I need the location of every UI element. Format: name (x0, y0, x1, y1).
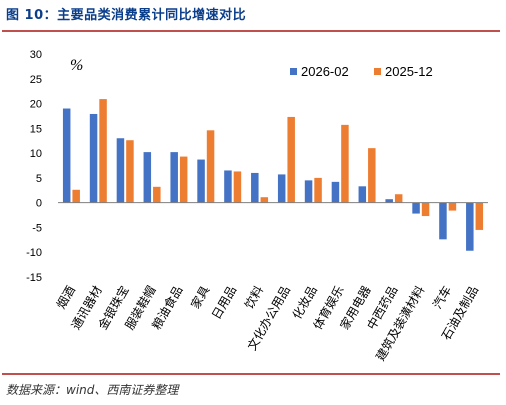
bar-2026-02-化妆品 (304, 180, 313, 203)
bar-2026-02-中西药品 (385, 199, 393, 203)
bar-2025-12-中西药品 (394, 194, 403, 203)
footer-rule (2, 373, 500, 375)
y-tick-label: 30 (30, 49, 42, 61)
bar-2026-02-服装鞋帽 (143, 152, 152, 203)
legend-swatch (374, 68, 381, 75)
bar-2025-12-体育娱乐 (341, 124, 349, 203)
chart-title: 图 10：主要品类消费累计同比增速对比 (6, 8, 247, 23)
bar-2025-12-文化办公用品 (287, 116, 295, 203)
bar-2025-12-金银珠宝 (126, 140, 134, 203)
x-tick-label: 饮料 (242, 284, 266, 312)
bar-2025-12-家具 (206, 130, 215, 203)
bar-2026-02-文化办公用品 (277, 174, 286, 203)
bar-2025-12-粮油食品 (179, 156, 188, 203)
bar-2025-12-建筑及装潢材料 (421, 202, 430, 217)
legend: 2026-02 2025-12 (290, 64, 433, 79)
y-tick-label: 10 (30, 148, 42, 160)
y-tick-label: -15 (26, 272, 42, 284)
y-tick-label: 5 (36, 173, 42, 185)
x-tick-label: 汽车 (429, 283, 454, 311)
y-tick-label: 25 (30, 74, 42, 86)
bar-2026-02-石油及制品 (466, 202, 474, 251)
y-tick-label: 20 (30, 99, 42, 111)
bar-2026-02-金银珠宝 (116, 138, 125, 203)
bar-2025-12-汽车 (448, 202, 457, 211)
bar-2026-02-饮料 (251, 172, 259, 203)
y-tick-label: 0 (36, 198, 42, 210)
legend-swatch (290, 68, 297, 75)
bar-2026-02-家用电器 (358, 186, 367, 203)
y-axis-label: % (70, 57, 83, 74)
bar-2025-12-烟酒 (72, 189, 80, 203)
x-tick-label: 烟酒 (54, 284, 78, 312)
y-tick-label: 15 (30, 123, 42, 135)
bar-2025-12-通讯器材 (99, 99, 107, 203)
bar-2026-02-建筑及装潢材料 (412, 202, 420, 214)
bar-2025-12-家用电器 (368, 148, 376, 203)
legend-label: 2026-02 (301, 64, 349, 79)
y-tick-label: -5 (32, 222, 42, 234)
y-axis-ticks: -15 -10 -5 0 5 10 15 20 25 30 (26, 49, 42, 284)
x-tick-label: 日用品 (209, 284, 239, 322)
bars (62, 99, 484, 251)
bar-2026-02-日用品 (224, 170, 232, 203)
bar-2025-12-化妆品 (314, 177, 322, 203)
bar-2026-02-家具 (197, 159, 205, 203)
bar-2026-02-烟酒 (62, 108, 71, 203)
bar-2026-02-通讯器材 (89, 113, 98, 203)
legend-label: 2025-12 (385, 64, 433, 79)
bar-2026-02-汽车 (439, 202, 447, 240)
source-note: 数据来源：wind、西南证券整理 (6, 383, 179, 397)
bar-2025-12-服装鞋帽 (153, 186, 161, 203)
bar-2026-02-体育娱乐 (331, 181, 340, 203)
bar-2025-12-石油及制品 (475, 202, 484, 230)
y-tick-label: -10 (26, 247, 42, 259)
bar-2025-12-日用品 (233, 171, 242, 203)
title-rule (2, 30, 500, 32)
x-tick-label: 家具 (187, 283, 212, 311)
bar-2025-12-饮料 (260, 197, 269, 203)
bar-2026-02-粮油食品 (170, 152, 178, 203)
